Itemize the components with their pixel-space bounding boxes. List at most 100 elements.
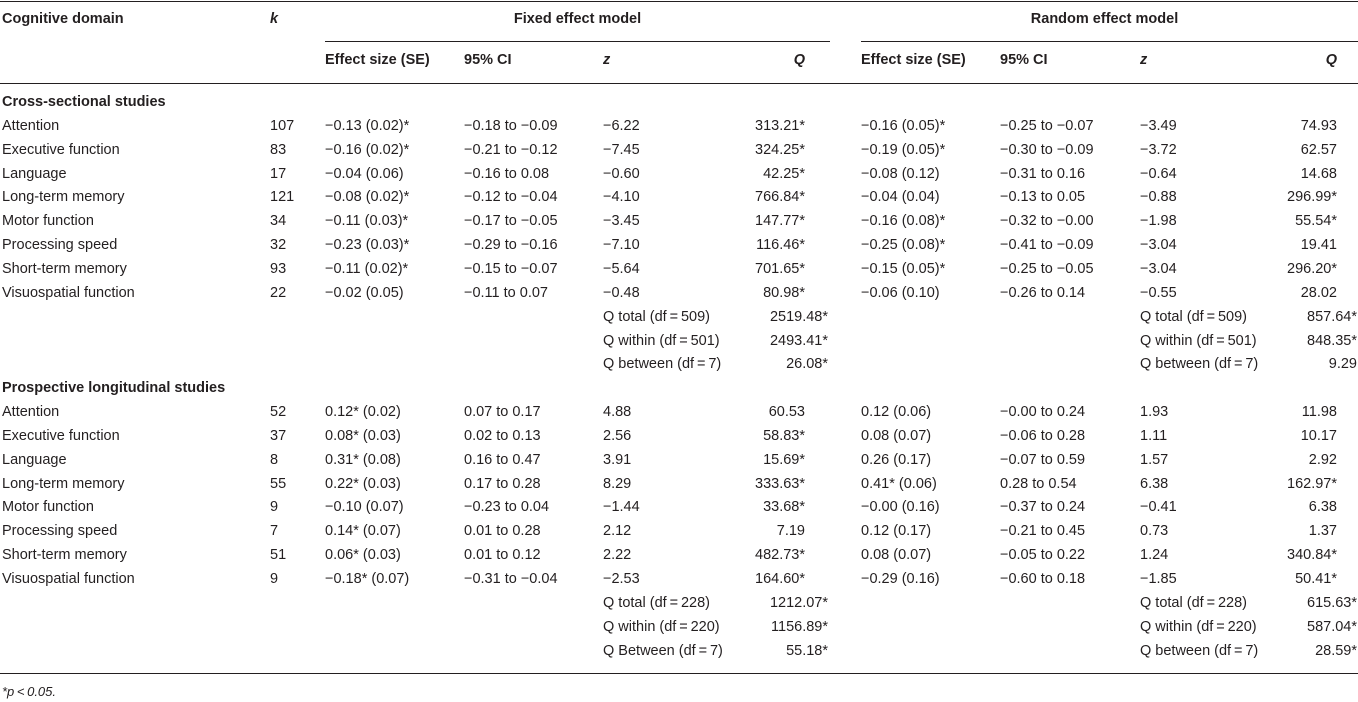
domain-label: Attention bbox=[2, 117, 60, 134]
random-effect-size: 0.41* (0.06) bbox=[861, 475, 937, 492]
random-ci: −0.31 to 0.16 bbox=[1000, 165, 1086, 182]
k-value: 17 bbox=[270, 165, 287, 182]
fixed-effect-size: 0.14* (0.07) bbox=[325, 523, 401, 540]
random-effect-size: 0.26 (0.17) bbox=[861, 451, 932, 468]
random-effect-size: 0.08 (0.07) bbox=[861, 547, 932, 564]
domain-label: Executive function bbox=[2, 141, 120, 158]
random-z: −0.64 bbox=[1140, 165, 1177, 182]
fixed-span-rule bbox=[325, 41, 830, 42]
fixed-ci: −0.23 to 0.04 bbox=[464, 499, 550, 516]
fixed-z: −2.53 bbox=[603, 571, 640, 587]
fixed-q-summary-label: Q within (df = 220) bbox=[603, 618, 720, 635]
fixed-effect-size: −0.10 (0.07) bbox=[325, 499, 404, 516]
fixed-q-summary-label: Q total (df = 509) bbox=[603, 308, 710, 325]
domain-label: Visuospatial function bbox=[2, 284, 135, 301]
random-ci: −0.60 to 0.18 bbox=[1000, 571, 1086, 587]
fixed-q-summary-value: 1212.07* bbox=[769, 594, 828, 611]
fixed-ci: −0.15 to −0.07 bbox=[464, 260, 558, 277]
fixed-ci: −0.12 to −0.04 bbox=[464, 189, 558, 206]
fixed-z: 2.22 bbox=[603, 547, 632, 564]
fixed-effect-size: −0.08 (0.02)* bbox=[325, 189, 410, 206]
k-value: 34 bbox=[270, 213, 287, 230]
random-effect-size: 0.12 (0.17) bbox=[861, 523, 932, 540]
random-z: −0.41 bbox=[1140, 499, 1177, 516]
random-q-summary-label: Q within (df = 220) bbox=[1140, 618, 1257, 635]
random-ci: −0.06 to 0.28 bbox=[1000, 427, 1086, 444]
random-q: 1.37 bbox=[1308, 523, 1337, 540]
random-z: 6.38 bbox=[1140, 475, 1169, 492]
random-q-summary-value: 28.59* bbox=[1315, 642, 1357, 659]
domain-label: Executive function bbox=[2, 427, 120, 444]
domain-label: Motor function bbox=[2, 213, 94, 230]
section-title: Cross-sectional studies bbox=[2, 94, 166, 110]
fixed-effect-size: 0.06* (0.03) bbox=[325, 547, 401, 564]
random-q: 50.41* bbox=[1295, 571, 1337, 587]
fixed-ci: −0.17 to −0.05 bbox=[464, 213, 558, 230]
random-z: −0.55 bbox=[1140, 284, 1177, 301]
header-bottom-rule bbox=[0, 83, 1358, 84]
random-q-summary-label: Q between (df = 7) bbox=[1140, 642, 1259, 659]
domain-label: Motor function bbox=[2, 499, 94, 516]
fixed-ci: −0.16 to 0.08 bbox=[464, 165, 550, 182]
k-value: 22 bbox=[270, 284, 287, 301]
random-q: 162.97* bbox=[1287, 475, 1337, 492]
k-value: 9 bbox=[270, 499, 279, 516]
random-effect-size: −0.19 (0.05)* bbox=[861, 141, 946, 158]
random-effect-size: −0.06 (0.10) bbox=[861, 284, 940, 301]
fixed-z: −0.60 bbox=[603, 165, 640, 182]
random-ci: −0.30 to −0.09 bbox=[1000, 141, 1094, 158]
random-z: −1.85 bbox=[1140, 571, 1177, 587]
fixed-ci: 0.02 to 0.13 bbox=[464, 427, 541, 444]
k-value: 51 bbox=[270, 547, 287, 564]
random-z: −3.04 bbox=[1140, 237, 1177, 254]
fixed-effect-size: 0.08* (0.03) bbox=[325, 427, 401, 444]
footnote: *p < 0.05. bbox=[2, 684, 56, 699]
random-q-summary-value: 848.35* bbox=[1307, 332, 1357, 349]
fixed-effect-size: 0.22* (0.03) bbox=[325, 475, 401, 492]
fixed-ci: 0.01 to 0.28 bbox=[464, 523, 541, 540]
random-q: 14.68 bbox=[1300, 165, 1337, 182]
random-z: 1.11 bbox=[1140, 427, 1168, 444]
fixed-z: 2.56 bbox=[603, 427, 632, 444]
fixed-q: 313.21* bbox=[755, 117, 805, 134]
fixed-z: −5.64 bbox=[603, 260, 640, 277]
col-header-random: Random effect model bbox=[1030, 11, 1179, 27]
k-value: 52 bbox=[270, 404, 287, 421]
fixed-ci-header: 95% CI bbox=[464, 52, 512, 68]
random-z: −0.88 bbox=[1140, 189, 1177, 206]
domain-label: Processing speed bbox=[2, 523, 118, 540]
random-q: 62.57 bbox=[1300, 141, 1337, 158]
domain-label: Processing speed bbox=[2, 237, 118, 254]
domain-label: Attention bbox=[2, 404, 60, 421]
fixed-q-summary-label: Q between (df = 7) bbox=[603, 356, 722, 373]
fixed-q-header: Q bbox=[793, 52, 805, 68]
col-header-fixed: Fixed effect model bbox=[513, 11, 642, 27]
random-q-summary-value: 857.64* bbox=[1307, 308, 1357, 325]
k-value: 9 bbox=[270, 571, 279, 587]
k-value: 83 bbox=[270, 141, 287, 158]
fixed-z: −7.45 bbox=[603, 141, 640, 158]
random-ci: −0.25 to −0.05 bbox=[1000, 260, 1094, 277]
random-q: 11.98 bbox=[1301, 404, 1337, 421]
k-value: 7 bbox=[270, 523, 279, 540]
random-effect-size: −0.16 (0.05)* bbox=[861, 117, 946, 134]
fixed-ci: 0.07 to 0.17 bbox=[464, 404, 541, 421]
random-q: 6.38 bbox=[1308, 499, 1337, 516]
fixed-effect-size: 0.31* (0.08) bbox=[325, 451, 401, 468]
random-effect-size: −0.00 (0.16) bbox=[861, 499, 940, 516]
fixed-q: 701.65* bbox=[755, 260, 805, 277]
random-z: −3.72 bbox=[1140, 141, 1177, 158]
fixed-q: 7.19 bbox=[776, 523, 805, 540]
fixed-z: −7.10 bbox=[603, 237, 640, 254]
random-z: −3.49 bbox=[1140, 117, 1177, 134]
random-q: 10.17 bbox=[1300, 427, 1337, 444]
random-effect-size: −0.25 (0.08)* bbox=[861, 237, 946, 254]
fixed-ci: 0.17 to 0.28 bbox=[464, 475, 541, 492]
fixed-q: 60.53 bbox=[768, 404, 805, 421]
domain-label: Short-term memory bbox=[2, 260, 127, 277]
top-rule bbox=[0, 1, 1358, 2]
k-value: 121 bbox=[270, 189, 295, 206]
fixed-ci: −0.21 to −0.12 bbox=[464, 141, 558, 158]
fixed-q-summary-label: Q within (df = 501) bbox=[603, 332, 720, 349]
k-value: 93 bbox=[270, 260, 287, 277]
